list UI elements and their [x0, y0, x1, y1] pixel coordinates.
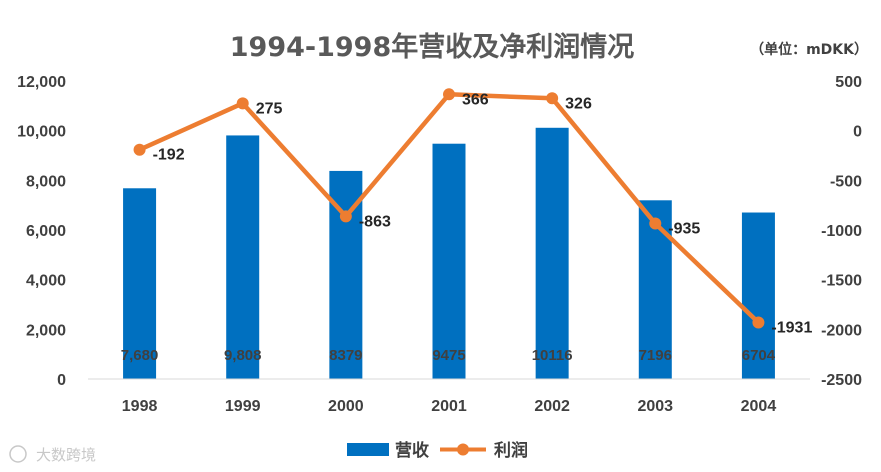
revenue-data-label: 10116 — [532, 347, 573, 364]
left-axis-ticks: 0 2,000 4,000 6,000 8,000 10,000 12,000 — [17, 74, 66, 389]
right-axis-ticks: -2500 -2000 -1500 -1000 -500 0 500 — [821, 74, 862, 389]
revenue-data-label: 7,680 — [121, 347, 159, 364]
profit-point — [752, 316, 765, 329]
legend-label-profit: 利润 — [494, 440, 528, 461]
profit-data-label: 366 — [462, 91, 489, 108]
profit-point — [236, 97, 249, 110]
revenue-bar — [535, 127, 569, 379]
revenue-bar — [432, 143, 466, 379]
profit-point — [546, 92, 559, 105]
revenue-data-label: 6704 — [742, 347, 776, 364]
profit-data-label: 275 — [256, 100, 283, 117]
revenue-data-label: 8379 — [329, 347, 362, 364]
right-tick-label: -2500 — [821, 372, 862, 389]
revenue-data-label: 7196 — [639, 347, 672, 364]
x-tick-label: 2000 — [328, 398, 364, 415]
right-tick-label: -2000 — [821, 322, 862, 339]
revenue-data-labels: 7,680 9,808 8379 9475 10116 7196 6704 — [121, 347, 776, 364]
profit-data-label: -1931 — [771, 319, 812, 336]
legend-label-revenue: 营收 — [395, 440, 429, 461]
legend: 营收 利润 — [347, 440, 528, 461]
left-tick-label: 6,000 — [26, 223, 66, 240]
legend-swatch-revenue — [347, 443, 389, 456]
revenue-bar — [638, 200, 672, 379]
profit-point — [339, 210, 352, 223]
profit-point — [443, 88, 455, 101]
left-tick-label: 10,000 — [17, 124, 66, 141]
profit-data-labels: -192 275 -863 366 326 -935 -1931 — [153, 91, 813, 336]
x-tick-label: 1998 — [122, 398, 158, 415]
profit-line — [133, 88, 765, 329]
profit-data-label: 326 — [565, 95, 592, 112]
profit-data-label: -863 — [359, 213, 391, 230]
profit-data-label: -935 — [668, 221, 700, 238]
right-tick-label: -1000 — [821, 223, 862, 240]
right-tick-label: 500 — [835, 74, 862, 91]
revenue-data-label: 9475 — [432, 347, 465, 364]
x-tick-label: 1999 — [225, 398, 261, 415]
watermark-logo-icon — [9, 445, 27, 463]
x-tick-label: 2004 — [741, 398, 777, 415]
revenue-data-label: 9,808 — [224, 347, 262, 364]
unit-note: （单位：mDKK） — [750, 41, 868, 58]
right-tick-label: -1500 — [821, 273, 862, 290]
x-axis-ticks: 1998 1999 2000 2001 2002 2003 2004 — [122, 398, 777, 415]
legend-swatch-profit-marker — [457, 443, 469, 456]
profit-point — [649, 217, 662, 230]
revenue-bar — [741, 212, 775, 379]
left-tick-label: 12,000 — [17, 74, 66, 91]
profit-point — [133, 143, 146, 156]
watermark: 大数跨境 — [9, 445, 96, 464]
right-tick-label: -500 — [830, 173, 862, 190]
x-tick-label: 2001 — [431, 398, 467, 415]
profit-data-label: -192 — [153, 147, 185, 164]
left-tick-label: 8,000 — [26, 173, 66, 190]
x-tick-label: 2002 — [534, 398, 570, 415]
left-tick-label: 0 — [57, 372, 66, 389]
revenue-bars — [123, 127, 775, 379]
revenue-bar — [123, 188, 157, 379]
watermark-text: 大数跨境 — [36, 446, 96, 464]
x-tick-label: 2003 — [637, 398, 673, 415]
revenue-bar — [226, 135, 260, 379]
left-tick-label: 2,000 — [26, 322, 66, 339]
chart-title: 1994-1998年营收及净利润情况 — [230, 31, 635, 63]
left-tick-label: 4,000 — [26, 273, 66, 290]
right-tick-label: 0 — [853, 124, 862, 141]
